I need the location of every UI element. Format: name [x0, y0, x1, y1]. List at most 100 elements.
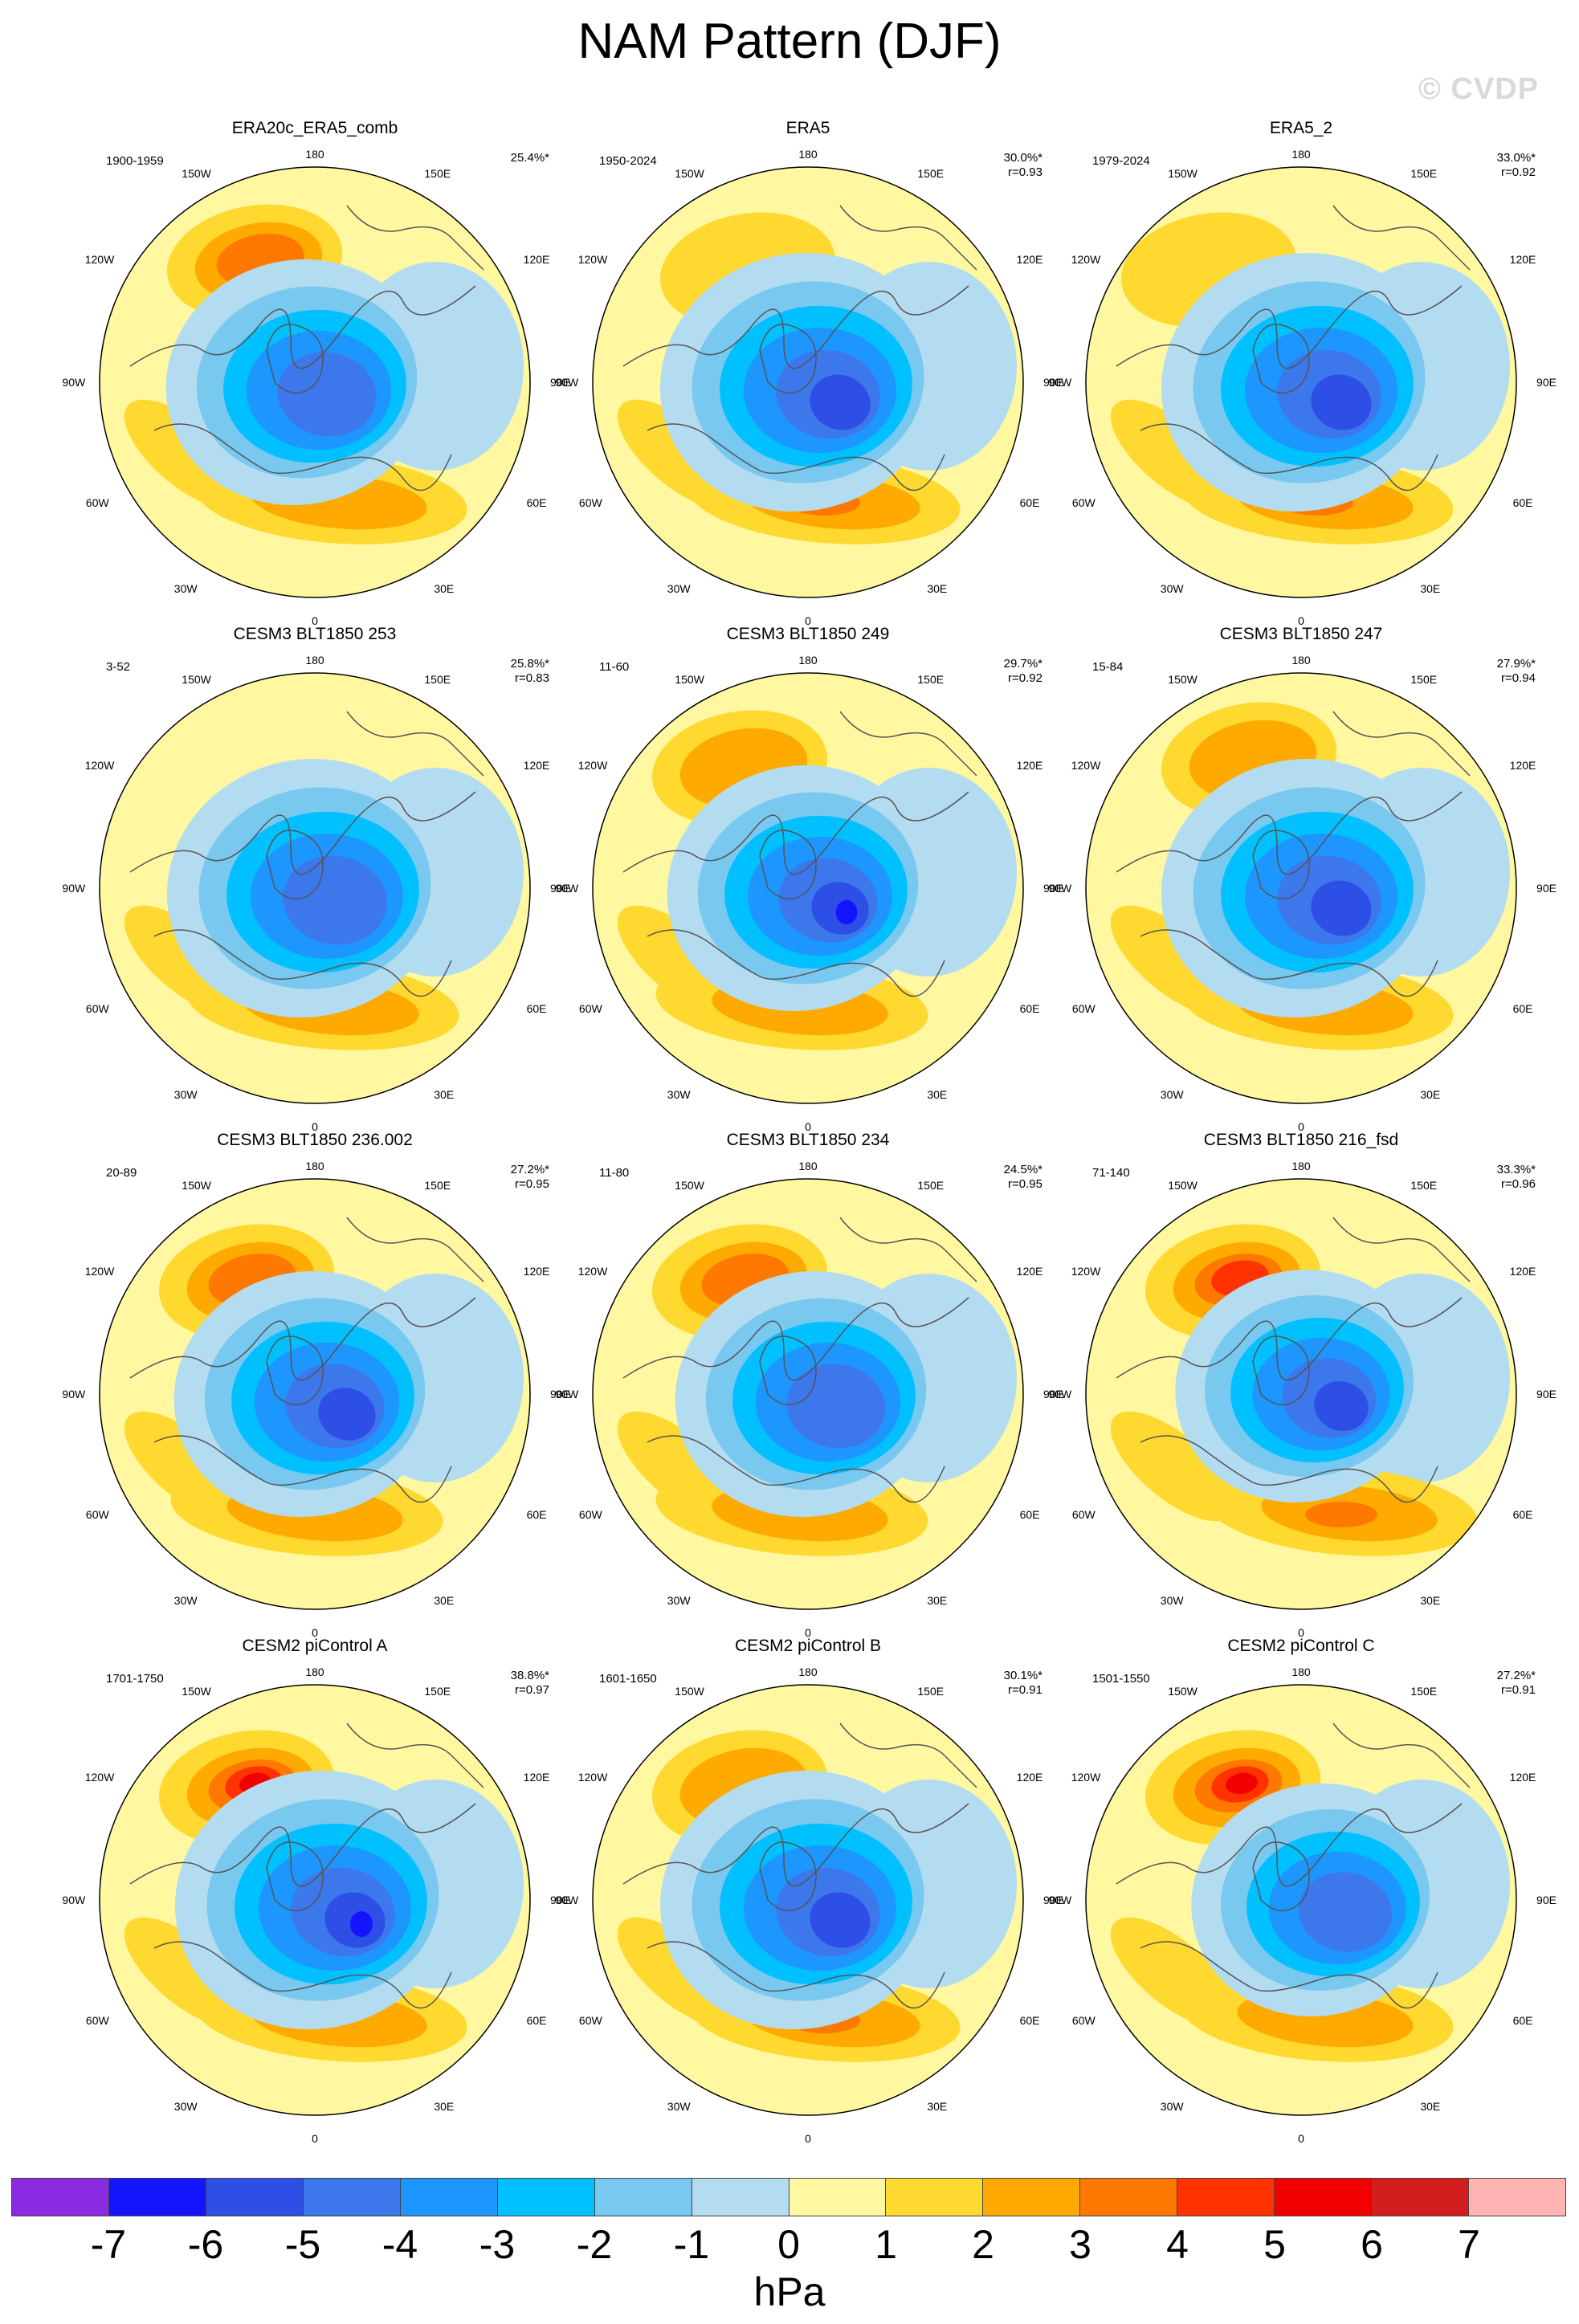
- colorbar-tick-label: 0: [777, 2222, 800, 2267]
- colorbar-box: [789, 2179, 887, 2216]
- longitude-label: 180: [305, 1159, 324, 1172]
- colorbar-tick-label: -7: [90, 2222, 127, 2267]
- polar-map: [1085, 166, 1517, 598]
- longitude-label: 90E: [550, 1388, 570, 1401]
- panel-stats: 33.0%* r=0.92: [1497, 151, 1536, 180]
- longitude-label: 120W: [1071, 1771, 1101, 1784]
- panel-stats: 30.1%* r=0.91: [1004, 1669, 1042, 1698]
- longitude-label: 60W: [578, 1002, 602, 1016]
- explained-variance: 33.3%*: [1496, 1163, 1536, 1176]
- longitude-label: 30W: [1160, 1594, 1184, 1608]
- longitude-label: 120W: [84, 1265, 115, 1278]
- longitude-label: 120E: [1016, 1265, 1043, 1278]
- longitude-label: 30W: [173, 1088, 198, 1102]
- polar-map: [99, 166, 531, 598]
- colorbar: [11, 2178, 1566, 2216]
- longitude-label: 90E: [1536, 882, 1557, 895]
- explained-variance: 25.8%*: [510, 657, 549, 671]
- longitude-label: 120E: [1016, 759, 1043, 773]
- map-panel: CESM2 piControl B 1601-1650 30.1%* r=0.91 18…: [555, 1637, 1063, 2145]
- pattern-correlation: r=0.91: [1501, 1683, 1536, 1697]
- field-contour: [124, 1411, 249, 1522]
- longitude-label: 150W: [182, 673, 211, 687]
- coastline: [129, 711, 484, 997]
- longitude-label: 30W: [1160, 1088, 1184, 1102]
- map-border: [99, 1178, 531, 1610]
- coastline: [622, 711, 977, 997]
- panel-period: 20-89: [106, 1166, 137, 1180]
- pattern-correlation: r=0.92: [1501, 165, 1536, 179]
- colorbar-tick-label: -6: [187, 2222, 224, 2267]
- panel-title: CESM3 BLT1850 249: [726, 625, 890, 643]
- longitude-label: 60W: [1071, 1508, 1096, 1522]
- colorbar-tick-label: 5: [1263, 2222, 1286, 2267]
- longitude-label: 120W: [84, 1771, 115, 1784]
- longitude-label: 90E: [1043, 376, 1063, 389]
- longitude-label: 120E: [523, 759, 550, 773]
- longitude-label: 150W: [1168, 167, 1198, 181]
- map-panel: CESM3 BLT1850 247 15-84 27.9%* r=0.94 180 150…: [1048, 625, 1557, 1133]
- map-border: [592, 166, 1024, 598]
- map-border: [592, 672, 1024, 1104]
- map-border: [1085, 1178, 1517, 1610]
- colorbar-box: [594, 2179, 692, 2216]
- field-contour: [318, 1388, 376, 1441]
- field-contour: [1110, 1917, 1235, 2028]
- explained-variance: 30.0%*: [1003, 151, 1042, 165]
- longitude-label: 120W: [1071, 759, 1101, 773]
- explained-variance: 33.0%*: [1496, 151, 1536, 165]
- longitude-label: 150E: [1410, 167, 1438, 181]
- longitude-label: 90W: [1048, 1894, 1072, 1906]
- longitude-label: 60E: [1019, 1508, 1040, 1522]
- explained-variance: 25.4%*: [510, 151, 549, 165]
- longitude-label: 60E: [526, 1002, 547, 1016]
- polar-map: [99, 672, 531, 1104]
- colorbar-tick-label: -3: [479, 2222, 516, 2267]
- explained-variance: 27.2%*: [1496, 1669, 1536, 1682]
- longitude-label: 30W: [667, 1594, 691, 1608]
- map-panel: CESM3 BLT1850 234 11-80 24.5%* r=0.95 180 150…: [555, 1131, 1063, 1639]
- colorbar-tick-label: 7: [1458, 2222, 1480, 2267]
- longitude-label: 60W: [578, 496, 602, 510]
- map-panel: CESM2 piControl C 1501-1550 27.2%* r=0.91 18…: [1048, 1637, 1557, 2145]
- longitude-label: 150W: [1168, 1685, 1198, 1698]
- longitude-label: 30E: [1420, 1088, 1441, 1102]
- map-border: [1085, 1684, 1517, 2116]
- longitude-label: 90E: [550, 376, 570, 389]
- field-contour: [617, 905, 742, 1016]
- longitude-label: 0: [805, 1120, 811, 1134]
- longitude-label: 150W: [1168, 673, 1198, 687]
- longitude-label: 180: [798, 653, 818, 667]
- longitude-label: 90W: [555, 1388, 579, 1401]
- polar-map: [1085, 1178, 1517, 1610]
- longitude-label: 30E: [1420, 1594, 1441, 1608]
- longitude-label: 180: [305, 147, 324, 161]
- map-panel: CESM3 BLT1850 216_fsd 71-140 33.3%* r=0.96 1…: [1048, 1131, 1557, 1639]
- field-contour: [277, 352, 377, 437]
- colorbar-box: [497, 2179, 595, 2216]
- longitude-label: 150E: [424, 1179, 451, 1193]
- longitude-label: 30E: [1420, 2100, 1441, 2114]
- longitude-label: 90W: [555, 376, 579, 389]
- longitude-label: 90W: [1048, 882, 1072, 895]
- longitude-label: 120W: [1071, 1265, 1101, 1278]
- longitude-label: 120W: [1071, 253, 1101, 267]
- map-border: [99, 672, 531, 1104]
- longitude-label: 180: [1291, 1665, 1311, 1678]
- explained-variance: 38.8%*: [510, 1669, 549, 1682]
- longitude-label: 120W: [577, 1771, 608, 1784]
- polar-map: [592, 1684, 1024, 2116]
- longitude-label: 120E: [1016, 253, 1043, 267]
- panel-period: 1950-2024: [599, 154, 657, 168]
- longitude-label: 150W: [182, 167, 211, 181]
- longitude-label: 0: [312, 1120, 318, 1134]
- longitude-label: 0: [1298, 614, 1304, 628]
- longitude-label: 150E: [917, 1685, 945, 1698]
- pattern-correlation: r=0.97: [515, 1683, 549, 1697]
- panel-title: CESM2 piControl A: [242, 1637, 388, 1655]
- field-contour: [1110, 399, 1235, 510]
- field-contour: [1311, 374, 1372, 430]
- longitude-label: 120W: [84, 759, 115, 773]
- panel-period: 1501-1550: [1092, 1672, 1150, 1686]
- map-border: [592, 1178, 1024, 1610]
